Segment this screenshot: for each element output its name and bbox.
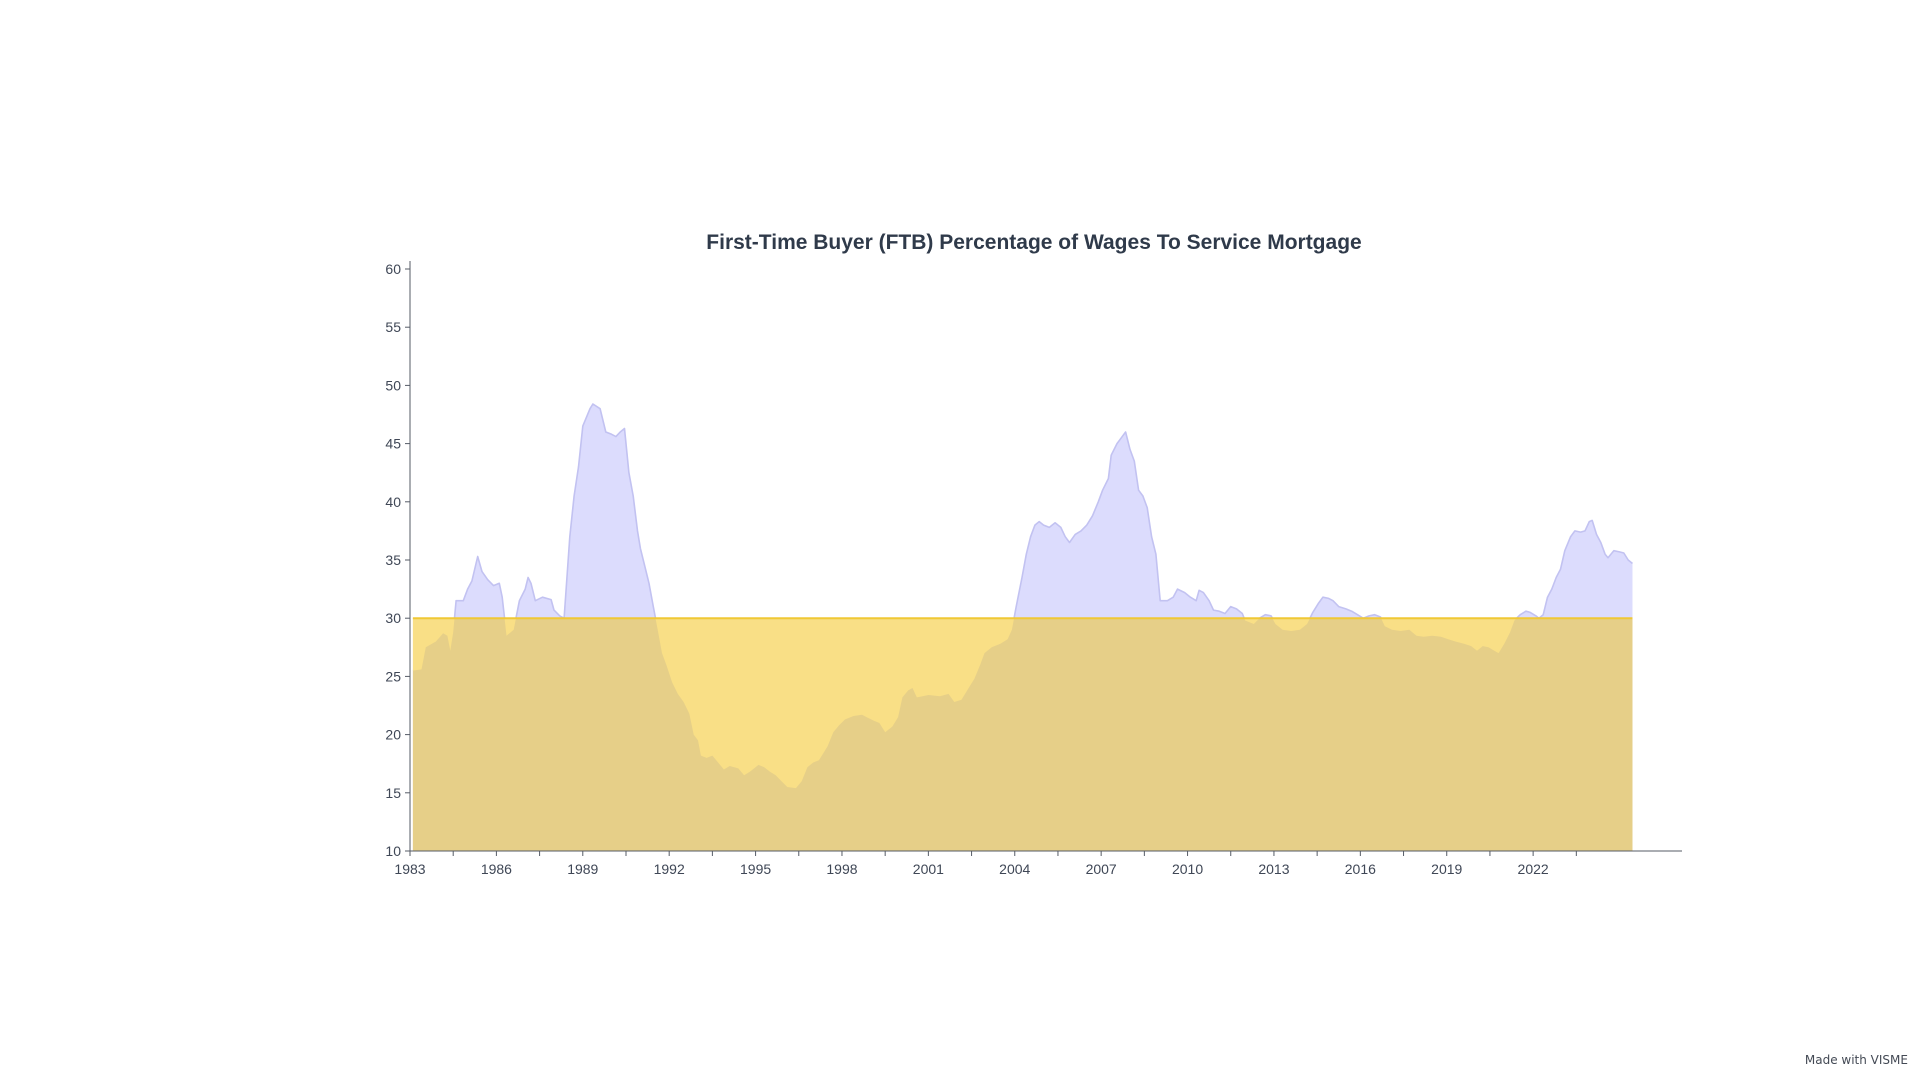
x-tick-label: 2019 (1431, 861, 1462, 877)
y-tick-label: 40 (385, 494, 401, 510)
x-tick-label: 1995 (740, 861, 771, 877)
x-tick-label: 2010 (1172, 861, 1203, 877)
y-tick-label: 55 (385, 319, 401, 335)
y-tick-label: 10 (385, 843, 401, 859)
x-tick-label: 1983 (394, 861, 425, 877)
x-tick-label: 1998 (826, 861, 857, 877)
axes-layer: 10 15 20 25 30 35 40 45 50 55 60 1983 1986 1989 1992 19… (385, 261, 1682, 877)
x-tick-label: 2004 (999, 861, 1030, 877)
y-tick-label: 15 (385, 785, 401, 801)
chart-title: First-Time Buyer (FTB) Percentage of Wag… (706, 231, 1361, 254)
x-tick-label: 1986 (481, 861, 512, 877)
x-tick-label: 1989 (567, 861, 598, 877)
y-tick-label: 30 (385, 610, 401, 626)
series-overlap-area (412, 618, 1633, 851)
y-tick-label: 50 (385, 377, 401, 393)
x-tick-label: 2001 (913, 861, 944, 877)
y-tick-label: 25 (385, 668, 401, 684)
x-tick-label: 1992 (654, 861, 685, 877)
watermark: Made with VISME (1804, 1053, 1908, 1067)
x-tick-label: 2013 (1258, 861, 1289, 877)
y-tick-label: 45 (385, 436, 401, 452)
x-tick-label: 2007 (1086, 861, 1117, 877)
y-tick-label: 20 (385, 727, 401, 743)
x-tick-label: 2016 (1345, 861, 1376, 877)
x-tick-label: 2022 (1518, 861, 1549, 877)
overlap-layer (412, 617, 1633, 851)
y-tick-label: 60 (385, 261, 401, 277)
y-tick-label: 35 (385, 552, 401, 568)
